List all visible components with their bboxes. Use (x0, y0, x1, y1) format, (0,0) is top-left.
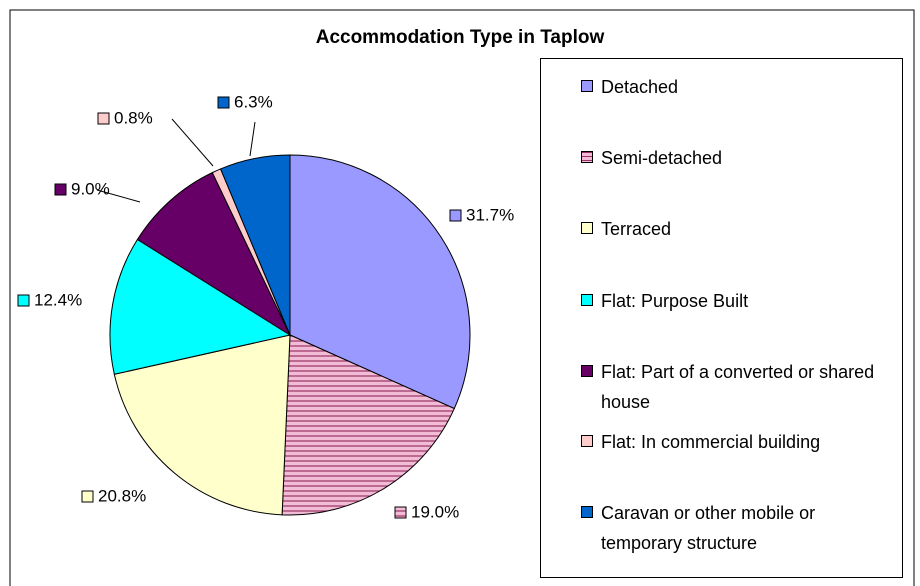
legend-swatch (581, 365, 593, 377)
legend-item: Flat: In commercial building (579, 427, 901, 457)
data-label: 12.4% (34, 290, 82, 309)
data-label: 19.0% (411, 502, 459, 521)
label-swatch (97, 112, 110, 125)
leader-line (171, 118, 214, 167)
label-swatch (81, 490, 94, 503)
legend-swatch (581, 80, 593, 92)
legend-swatch (581, 506, 593, 518)
pie-slice (113, 334, 291, 516)
data-label: 6.3% (234, 92, 273, 111)
data-label: 0.8% (114, 108, 153, 127)
label-swatch (217, 96, 230, 109)
label-swatch (394, 506, 407, 519)
legend-label: Flat: Purpose Built (601, 291, 749, 311)
pie-slice (219, 154, 291, 336)
pie-slice (289, 154, 471, 410)
legend-label: Caravan or other mobile or temporary str… (601, 503, 816, 553)
legend-label: Flat: In commercial building (601, 432, 821, 452)
frame (9, 9, 915, 586)
leader-line (96, 189, 141, 203)
chart-title: Accommodation Type in Taplow (316, 27, 605, 48)
legend-label: Flat: Part of a converted or shared hous… (601, 362, 875, 412)
legend-item: Flat: Purpose Built (579, 286, 901, 316)
legend: Detached Semi-detached Terraced Flat: Purpo… (540, 58, 903, 578)
legend-item: Caravan or other mobile or temporary str… (579, 498, 901, 558)
legend-swatch (581, 222, 593, 234)
leader-line (249, 121, 256, 157)
legend-label: Detached (601, 77, 679, 97)
legend-label: Semi-detached (601, 148, 723, 168)
label-swatch (54, 183, 67, 196)
legend-item: Terraced (579, 214, 901, 244)
legend-item: Flat: Part of a converted or shared hous… (579, 357, 901, 417)
legend-item: Detached (579, 72, 901, 102)
data-label: 20.8% (98, 486, 146, 505)
legend-label: Terraced (601, 219, 672, 239)
pie-slice (281, 334, 455, 516)
pie-slice (136, 171, 292, 337)
label-swatch (17, 294, 30, 307)
legend-swatch (581, 294, 593, 306)
pie-slice (109, 238, 292, 375)
legend-item: Semi-detached (579, 143, 901, 173)
data-label: 9.0% (71, 179, 110, 198)
legend-swatch (581, 435, 593, 447)
label-swatch (449, 209, 462, 222)
data-label: 31.7% (466, 205, 514, 224)
legend-swatch (581, 151, 593, 163)
